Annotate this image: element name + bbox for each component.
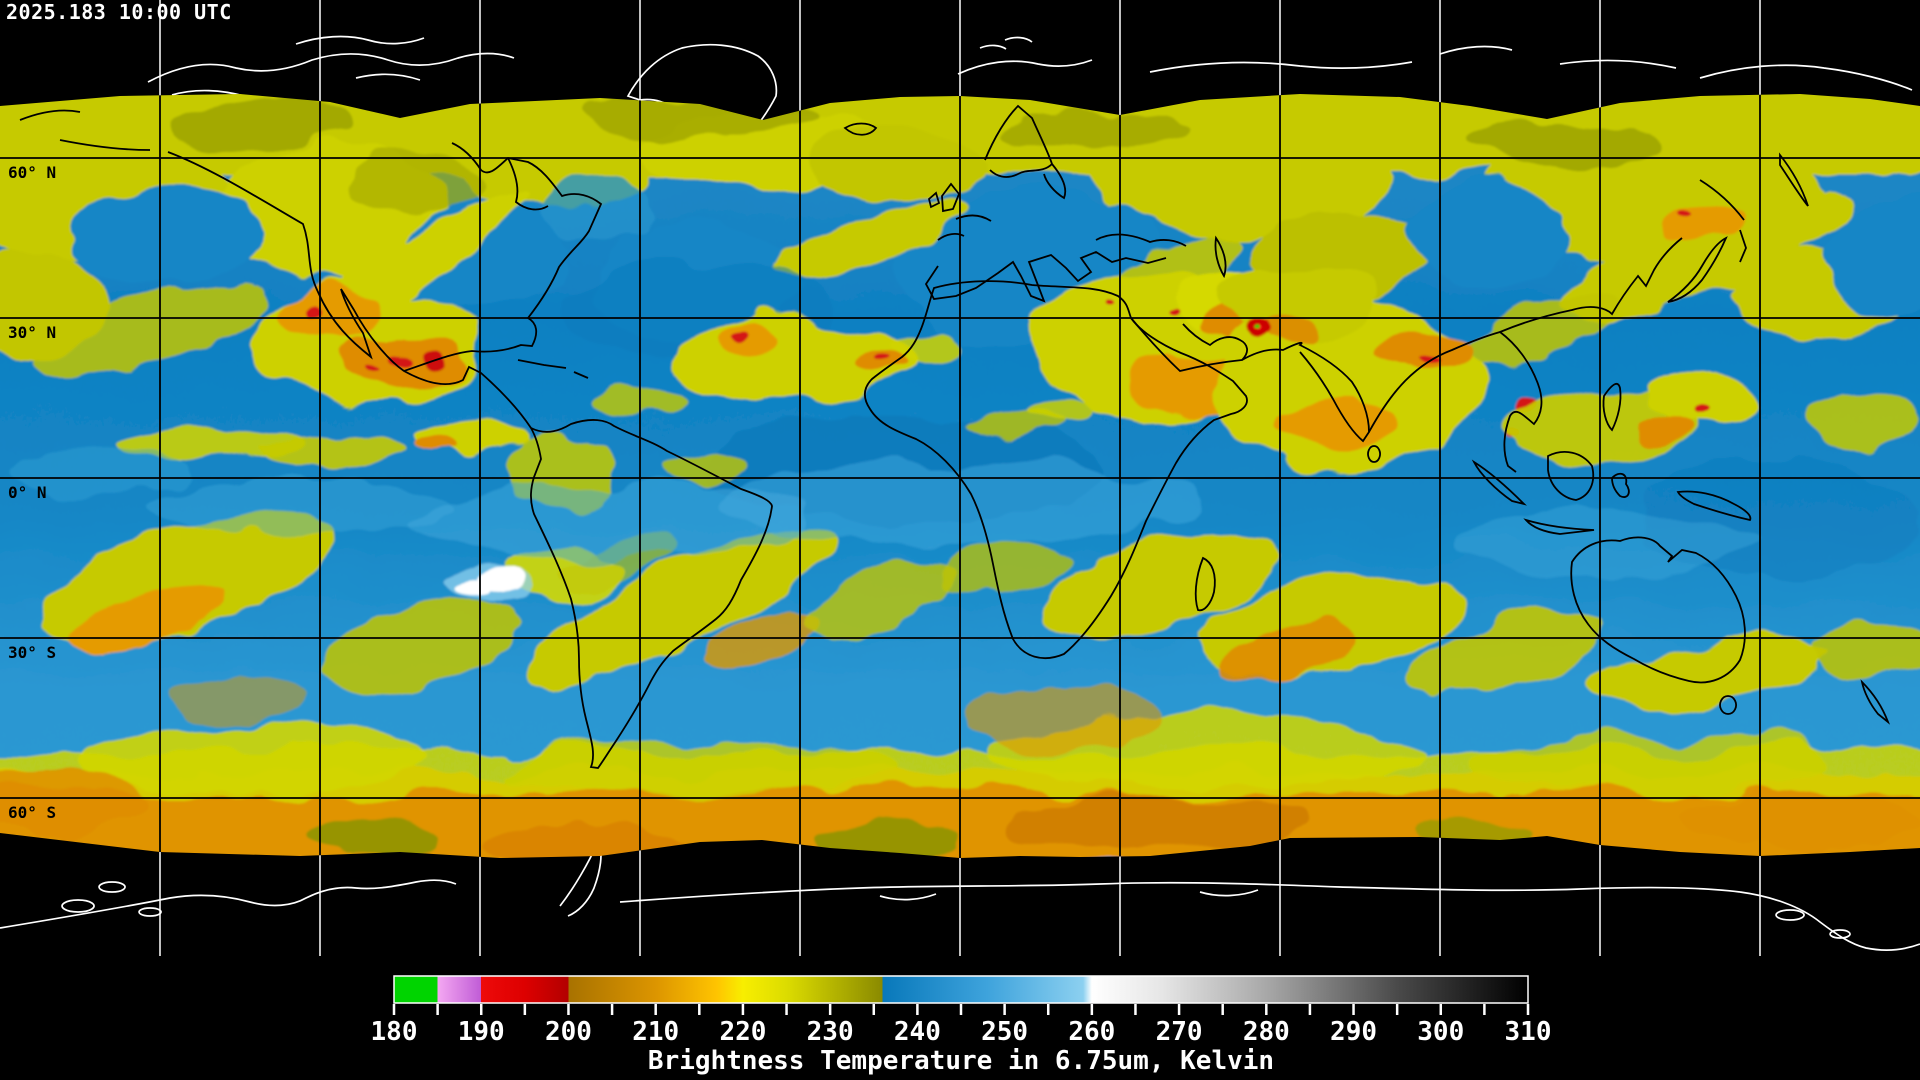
australia-coastline <box>1570 536 1746 684</box>
colorbar-gradient-bar <box>393 975 1529 1004</box>
sri-lanka-coastline <box>1367 445 1381 463</box>
colorbar-title: Brightness Temperature in 6.75um, Kelvin <box>648 1046 1274 1076</box>
india-coastline <box>1241 341 1370 443</box>
coastlines <box>19 104 1890 769</box>
new-guinea-coastline <box>1676 490 1752 522</box>
sulawesi-coastline <box>1611 472 1630 498</box>
tasmania-coastline <box>1719 695 1737 715</box>
latitude-label: 60° S <box>8 803 56 822</box>
black-sea-coastline <box>1095 233 1187 247</box>
new-zealand-coastline <box>1860 679 1890 725</box>
colorbar-tick-label: 270 <box>1156 1017 1203 1047</box>
colorbar-tick-label: 220 <box>719 1017 766 1047</box>
british-isles-coastline <box>927 182 961 213</box>
colorbar-tick-label: 290 <box>1330 1017 1377 1047</box>
colorbar-tick-label: 250 <box>981 1017 1028 1047</box>
latitude-label: 30° S <box>8 643 56 662</box>
colorbar: 180 190 200 210 220 230 240 250 260 270 280 290 300 3… <box>371 975 1552 1076</box>
sumatra-coastline <box>1471 459 1527 506</box>
mediterranean-coastline <box>924 250 1167 303</box>
indochina-coastline <box>1368 331 1543 473</box>
java-coastline <box>1523 518 1595 535</box>
caribbean-coastline <box>517 359 589 379</box>
france-coastline <box>937 214 992 241</box>
colorbar-tick-label: 200 <box>545 1017 592 1047</box>
iceland-coastline <box>843 122 878 136</box>
latitude-label: 0° N <box>8 483 47 502</box>
antarctic-peninsula-coastline <box>559 840 602 917</box>
colorbar-tick-labels: 180 190 200 210 220 230 240 250 260 270 280 290 300 3… <box>371 1017 1552 1047</box>
madagascar-coastline <box>1194 556 1216 612</box>
caspian-sea-coastline <box>1214 235 1227 279</box>
colorbar-tick-label: 260 <box>1068 1017 1115 1047</box>
colorbar-tick-label: 280 <box>1243 1017 1290 1047</box>
north-america-east-coastline <box>403 142 603 372</box>
timestamp-label: 2025.183 10:00 UTC <box>6 0 232 24</box>
colorbar-tick-label: 230 <box>807 1017 854 1047</box>
colorbar-tick-label: 180 <box>371 1017 418 1047</box>
okhotsk-coastline <box>1699 152 1809 263</box>
borneo-coastline <box>1547 451 1595 501</box>
colorbar-tick-label: 310 <box>1505 1017 1552 1047</box>
philippines-coastline <box>1602 382 1622 432</box>
arctic-coastlines <box>147 35 1913 154</box>
colorbar-tick-label: 190 <box>458 1017 505 1047</box>
bering-coastline <box>19 109 151 151</box>
latitude-label: 60° N <box>8 163 56 182</box>
antarctic-coastline <box>0 840 1920 951</box>
east-asia-coastline <box>1499 237 1683 333</box>
north-america-west-coastline <box>167 151 532 429</box>
japan-coastline <box>1667 236 1728 303</box>
arabia-coastline <box>1130 317 1248 372</box>
scandinavia-coastline <box>984 104 1067 200</box>
latitude-label: 30° N <box>8 323 56 342</box>
colorbar-tick-label: 240 <box>894 1017 941 1047</box>
hudson-bay-coastline <box>507 157 549 211</box>
colorbar-tick-label: 210 <box>632 1017 679 1047</box>
colorbar-tick-label: 300 <box>1417 1017 1464 1047</box>
latitude-labels: 60° N 30° N 0° N 30° S 60° S <box>8 163 56 822</box>
data-region <box>0 94 1920 858</box>
colorbar-ticks <box>392 1004 1530 1015</box>
south-america-coastline <box>528 419 773 769</box>
